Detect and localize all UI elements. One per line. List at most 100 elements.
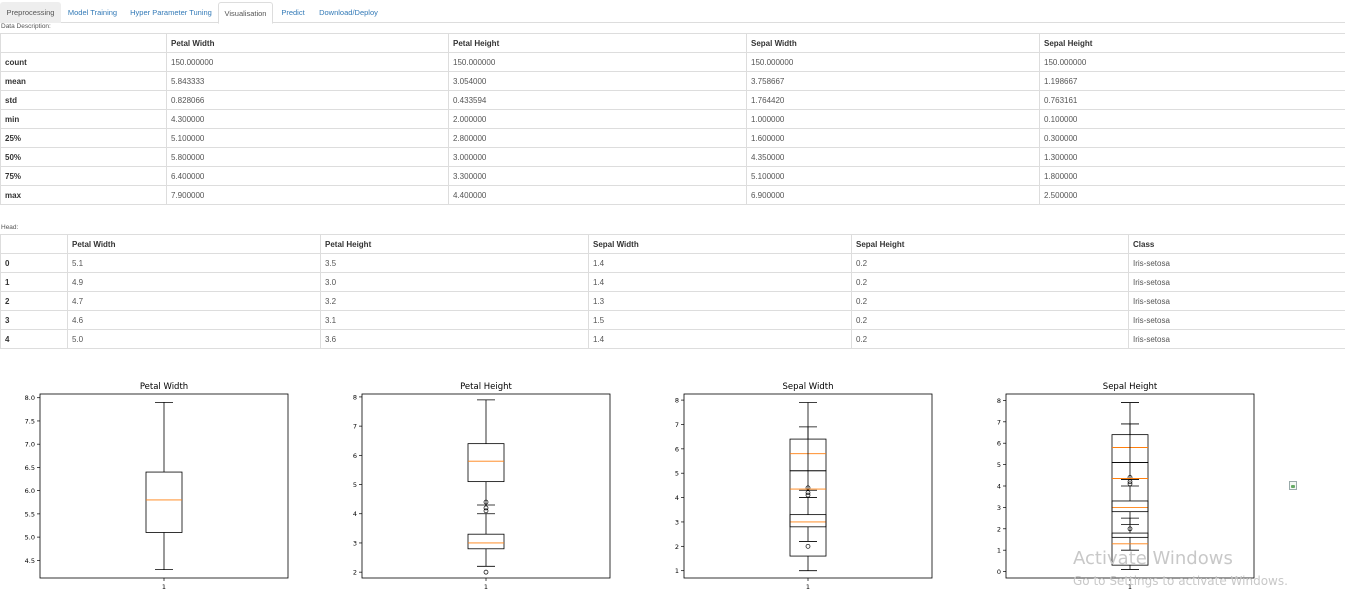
row-header: 1 — [0, 272, 68, 292]
y-tick-label: 7.0 — [25, 441, 35, 449]
tab-download-deploy[interactable]: Download/Deploy — [319, 8, 378, 17]
table-cell: 5.100000 — [746, 166, 1040, 186]
outlier-point — [805, 490, 811, 496]
box-element — [145, 401, 183, 571]
y-tick-label: 1 — [675, 567, 679, 575]
table-cell: 3.0 — [320, 272, 589, 292]
box-iqr — [1111, 532, 1149, 566]
table-cell: 0.300000 — [1039, 128, 1345, 148]
y-tick-label: 4 — [675, 494, 679, 502]
tab-preprocessing[interactable]: Preprocessing — [0, 2, 61, 23]
box-element — [467, 399, 505, 514]
table-cell: 4.400000 — [448, 185, 747, 205]
chart-title: Petal Height — [460, 382, 512, 392]
table-cell: 0.828066 — [166, 90, 449, 110]
box-element — [1111, 423, 1149, 551]
table-cell: 4.300000 — [166, 109, 449, 129]
table-cell: 3.1 — [320, 310, 589, 330]
head-column-header: Petal Height — [320, 234, 589, 254]
row-header: mean — [0, 71, 167, 91]
row-header: std — [0, 90, 167, 110]
row-header: 75% — [0, 166, 167, 186]
chart-title: Petal Width — [140, 382, 188, 392]
y-tick-label: 6 — [997, 440, 1001, 448]
outlier-point — [483, 505, 489, 511]
table-cell: 0.2 — [851, 310, 1129, 330]
box-iqr — [467, 443, 505, 483]
chart-title: Sepal Width — [783, 382, 834, 392]
head-column-header: Petal Width — [67, 234, 321, 254]
x-tick-label: 1 — [162, 583, 166, 591]
y-tick-label: 8 — [353, 393, 357, 401]
box-iqr — [1111, 462, 1149, 538]
tab-model-training[interactable]: Model Training — [67, 8, 118, 17]
row-header: min — [0, 109, 167, 129]
row-header: 3 — [0, 310, 68, 330]
box-iqr — [789, 514, 827, 528]
x-tick-label: 1 — [484, 583, 488, 591]
table-cell: 0.2 — [851, 291, 1129, 311]
chart-title: Sepal Height — [1103, 382, 1158, 392]
y-tick-label: 8.0 — [25, 394, 35, 402]
row-header: 0 — [0, 253, 68, 273]
y-tick-label: 6.0 — [25, 487, 35, 495]
box-element — [1111, 517, 1149, 570]
y-tick-label: 2 — [675, 543, 679, 551]
table-cell: 2.000000 — [448, 109, 747, 129]
y-tick-label: 4.5 — [25, 557, 35, 565]
y-tick-label: 2 — [997, 525, 1001, 533]
y-tick-label: 7 — [353, 423, 357, 431]
broken-image-icon — [1289, 481, 1297, 490]
table-row: 4 5.0 3.6 1.4 0.2 Iris-setosa — [0, 329, 1345, 349]
table-cell: 1.300000 — [1039, 147, 1345, 167]
y-tick-label: 5 — [353, 481, 357, 489]
box-element — [789, 426, 827, 572]
box-element — [789, 485, 827, 549]
table-row: 0 5.1 3.5 1.4 0.2 Iris-setosa — [0, 253, 1345, 273]
tab-predict[interactable]: Predict — [281, 8, 305, 17]
table-cell: 1.4 — [588, 329, 852, 349]
outlier-point — [483, 569, 489, 575]
y-tick-label: 5 — [675, 470, 679, 478]
table-cell: 3.758667 — [746, 71, 1040, 91]
table-cell: 1.5 — [588, 310, 852, 330]
outlier-point — [805, 543, 811, 549]
table-row: mean 5.843333 3.054000 3.758667 1.198667 — [0, 71, 1345, 91]
y-tick-label: 5.5 — [25, 510, 35, 518]
data-description-label: Data Description: — [1, 23, 51, 30]
table-cell: 3.054000 — [448, 71, 747, 91]
row-header: 50% — [0, 147, 167, 167]
description-column-header: Petal Height — [448, 33, 747, 53]
y-tick-label: 7 — [675, 421, 679, 429]
box-plot-petal-width: Petal Width 4.5 5.0 5.5 6.0 6.5 7.0 7.5 8.0 1 — [6, 378, 306, 612]
table-row: 3 4.6 3.1 1.5 0.2 Iris-setosa — [0, 310, 1345, 330]
table-cell: 3.5 — [320, 253, 589, 273]
data-description-table: Petal Width Petal Height Sepal Width Sepal … — [0, 33, 1345, 205]
row-header: max — [0, 185, 167, 205]
tab-bar: Preprocessing Model Training Hyper Param… — [0, 0, 1345, 24]
head-table: Petal Width Petal Height Sepal Width Sepal … — [0, 234, 1345, 349]
table-cell: 6.900000 — [746, 185, 1040, 205]
y-tick-label: 6.5 — [25, 464, 35, 472]
y-tick-label: 4 — [353, 510, 357, 518]
y-tick-label: 6 — [353, 452, 357, 460]
table-cell: 5.0 — [67, 329, 321, 349]
table-cell: 2.800000 — [448, 128, 747, 148]
table-cell: 0.433594 — [448, 90, 747, 110]
y-tick-label: 0 — [997, 568, 1001, 576]
row-header: 25% — [0, 128, 167, 148]
box-plot-petal-height: Petal Height 2 3 4 5 6 7 8 1 — [328, 378, 628, 612]
tab-hyper-parameter-tuning[interactable]: Hyper Parameter Tuning — [130, 8, 212, 17]
table-cell: 2.500000 — [1039, 185, 1345, 205]
table-cell: 150.000000 — [746, 52, 1040, 72]
outlier-point — [483, 508, 489, 514]
table-cell: Iris-setosa — [1128, 310, 1345, 330]
table-cell: 4.6 — [67, 310, 321, 330]
outlier-point — [483, 499, 489, 505]
box-iqr — [1111, 500, 1149, 513]
table-row: 1 4.9 3.0 1.4 0.2 Iris-setosa — [0, 272, 1345, 292]
box-element — [467, 513, 505, 575]
tab-visualisation[interactable]: Visualisation — [218, 2, 273, 24]
table-cell: 1.4 — [588, 272, 852, 292]
y-tick-label: 4 — [997, 483, 1001, 491]
